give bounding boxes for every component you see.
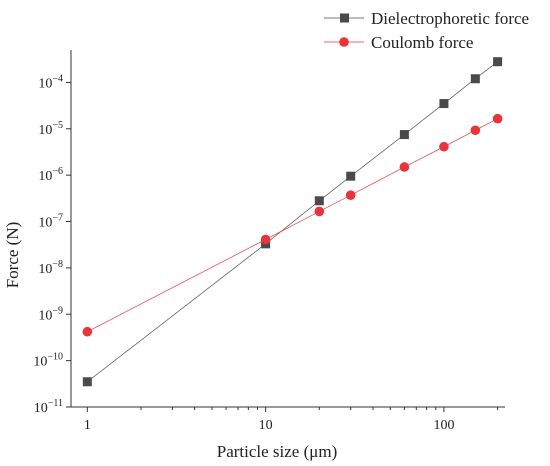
coulomb-point <box>82 326 93 337</box>
coulomb-point <box>439 141 449 152</box>
y-axis-label: Force (N) <box>3 222 22 289</box>
series-layer <box>82 57 503 387</box>
coulomb-point <box>345 190 356 200</box>
y-tick-label: 10−7 <box>38 213 63 231</box>
x-axis-label: Particle size (μm) <box>217 442 338 461</box>
series-line-dielectrophoretic <box>87 61 498 383</box>
y-tick-label: 10−8 <box>38 259 63 277</box>
legend-label: Dielectrophoretic force <box>371 9 529 28</box>
y-tick-label: 10−4 <box>38 73 63 91</box>
dielectrophoretic-point <box>314 196 324 206</box>
y-tick-label: 10−5 <box>38 120 63 138</box>
legend-circle-marker <box>339 37 349 47</box>
coulomb-point <box>314 206 325 217</box>
coulomb-point <box>260 234 271 245</box>
dielectrophoretic-point <box>346 171 356 181</box>
y-tick-label: 10−10 <box>33 352 63 370</box>
y-tick-label: 10−6 <box>38 166 63 184</box>
coulomb-point <box>492 113 503 124</box>
y-tick-label: 10−11 <box>34 398 63 416</box>
x-tick-label: 100 <box>433 418 454 433</box>
coulomb-point <box>470 125 481 136</box>
coulomb-point <box>399 162 410 172</box>
dielectrophoretic-point <box>82 377 92 387</box>
x-tick-label: 1 <box>84 418 91 433</box>
dielectrophoretic-point <box>470 74 480 84</box>
dielectrophoretic-point <box>399 130 409 140</box>
y-tick-label: 10−9 <box>38 305 63 323</box>
legend-label: Coulomb force <box>371 33 473 52</box>
legend-square-marker <box>340 13 349 23</box>
x-tick-label: 10 <box>259 418 273 433</box>
dielectrophoretic-point <box>493 57 503 67</box>
series-line-coulomb <box>87 118 498 333</box>
legend: Dielectrophoretic force Coulomb force <box>324 9 529 52</box>
axes: 1 10 100 10−11 10−10 10−9 10−8 10−7 10−6 10−5 10−4 <box>33 50 505 433</box>
dielectrophoretic-point <box>439 99 449 109</box>
